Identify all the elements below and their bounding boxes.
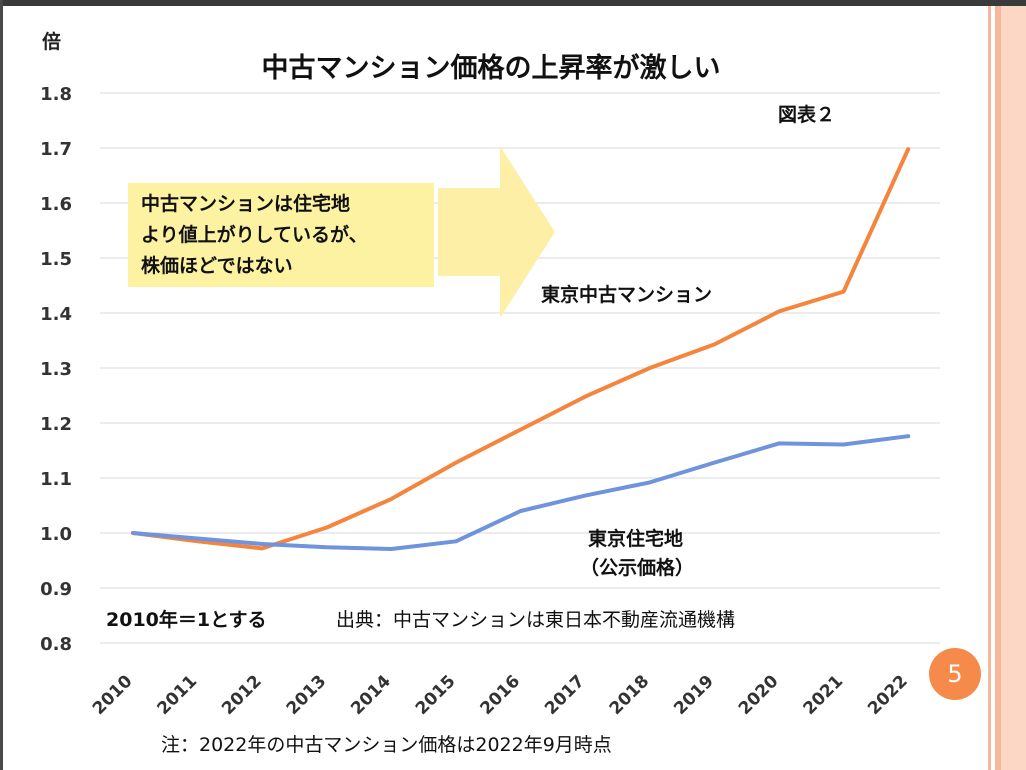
y-tick-label: 1.0 xyxy=(40,524,72,545)
x-tick-label: 2012 xyxy=(218,671,266,719)
window-top-strip xyxy=(0,0,1026,6)
data-point-land xyxy=(519,509,523,513)
data-point-condo xyxy=(389,497,393,501)
y-tick-label: 1.8 xyxy=(40,84,72,105)
footnote: 注：2022年の中古マンション価格は2022年9月時点 xyxy=(161,734,612,756)
gridlines xyxy=(100,92,940,644)
slide-right-border xyxy=(982,6,1026,770)
data-point-land xyxy=(583,494,587,498)
x-tick-labels: 2010 2011 2012 2013 2014 2015 2016 2017 2018 2019… xyxy=(89,671,912,719)
x-tick-label: 2010 xyxy=(89,671,137,719)
x-tick-label: 2013 xyxy=(283,671,331,719)
y-tick-label: 1.1 xyxy=(40,469,72,490)
y-tick-label: 1.3 xyxy=(40,359,72,380)
callout-box xyxy=(128,183,434,287)
x-tick-label: 2015 xyxy=(412,671,460,719)
data-point-land xyxy=(777,441,781,445)
data-point-condo xyxy=(260,546,264,551)
series-label-land-line1: 東京住宅地 xyxy=(588,527,683,550)
data-point-condo xyxy=(712,342,717,346)
y-tick-label: 0.9 xyxy=(40,579,72,600)
data-point-condo xyxy=(906,147,910,151)
series-label-condo: 東京中古マンション xyxy=(541,283,712,306)
data-point-land xyxy=(906,434,910,438)
callout-arrow xyxy=(438,146,555,318)
data-point-land xyxy=(325,545,329,549)
y-tick-labels: 1.8 1.7 1.6 1.5 1.4 1.3 1.2 1.1 1.0 0.9 0.8 xyxy=(40,84,72,655)
source-note: 出典：中古マンションは東日本不動産流通機構 xyxy=(336,609,735,631)
x-tick-label: 2016 xyxy=(477,671,525,719)
data-point-condo xyxy=(777,309,781,313)
x-tick-label: 2014 xyxy=(347,671,395,719)
series-label-land-line2: （公示価格） xyxy=(580,556,694,579)
x-tick-label: 2017 xyxy=(541,671,589,719)
y-tick-label: 1.6 xyxy=(40,194,72,215)
data-point-condo xyxy=(648,366,652,370)
data-point-condo xyxy=(842,289,846,294)
data-point-land xyxy=(454,539,458,543)
x-tick-label: 2018 xyxy=(606,671,654,719)
y-tick-label: 1.5 xyxy=(40,249,72,270)
series-lines xyxy=(131,147,911,551)
data-point-condo xyxy=(325,525,329,530)
series-line-land xyxy=(131,434,911,551)
data-point-land xyxy=(712,461,717,465)
data-point-land xyxy=(260,542,264,546)
y-tick-label: 1.2 xyxy=(40,414,72,435)
y-tick-label: 1.7 xyxy=(40,139,72,160)
window-left-strip xyxy=(0,0,3,770)
x-tick-label: 2021 xyxy=(800,671,848,719)
x-tick-label: 2011 xyxy=(154,671,202,719)
callout-line-2: より値上がりしているが、 xyxy=(141,223,368,246)
data-point-land xyxy=(131,531,135,535)
chart-title: 中古マンション価格の上昇率が激しい xyxy=(262,52,721,84)
x-tick-label: 2020 xyxy=(735,671,783,719)
callout-line-3: 株価ほどではない xyxy=(141,254,293,277)
data-point-land xyxy=(389,547,393,551)
figure-label: 図表２ xyxy=(778,103,835,126)
callout-line-1: 中古マンションは住宅地 xyxy=(141,192,350,215)
y-tick-label: 0.8 xyxy=(40,634,72,655)
data-point-land xyxy=(196,536,200,541)
page-number-badge: 5 xyxy=(929,648,981,700)
base-year-note: 2010年＝1とする xyxy=(106,608,267,631)
y-axis-unit-label: 倍 xyxy=(42,30,61,53)
data-point-condo xyxy=(583,395,587,399)
x-tick-label: 2022 xyxy=(864,671,912,719)
x-tick-label: 2019 xyxy=(670,671,718,719)
data-point-land xyxy=(842,442,846,447)
y-tick-label: 1.4 xyxy=(40,304,72,325)
data-point-condo xyxy=(519,428,523,432)
data-point-land xyxy=(648,480,652,484)
data-point-condo xyxy=(454,461,458,465)
